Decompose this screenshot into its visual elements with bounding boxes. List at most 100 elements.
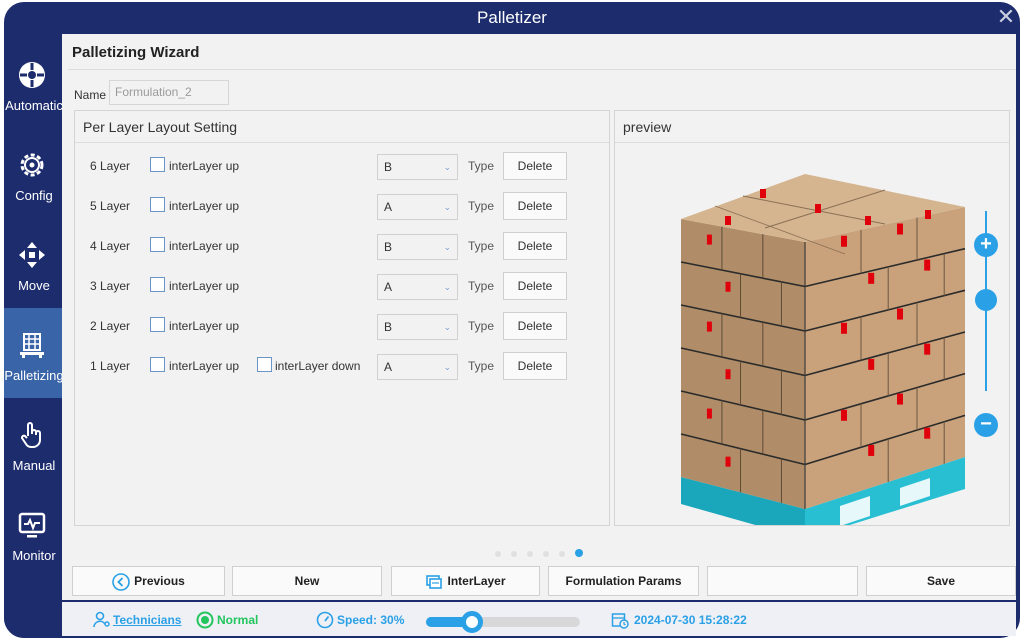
speedometer-icon [316, 611, 334, 629]
back-circle-icon [112, 573, 130, 591]
delete-button[interactable]: Delete [503, 232, 567, 260]
speed-slider-knob[interactable] [461, 611, 484, 633]
close-icon[interactable]: ✕ [996, 5, 1016, 30]
previous-button[interactable]: Previous [72, 566, 225, 596]
interlayer-up-checkbox[interactable] [150, 197, 165, 212]
page-title: Palletizing Wizard [72, 44, 200, 61]
stack-top-face [681, 174, 965, 242]
layout-select-value: A [384, 360, 393, 374]
interlayer-up-label: interLayer up [169, 239, 240, 253]
chevron-down-icon: ⌄ [443, 202, 451, 212]
sidebar-item-label: Monitor [12, 548, 56, 563]
page-dot[interactable] [543, 551, 549, 557]
tape-mark [841, 322, 847, 334]
panel-title: Per Layer Layout Setting [75, 111, 609, 143]
sidebar-item-manual[interactable]: Manual [4, 398, 64, 488]
sidebar-item-palletizing[interactable]: Palletizing [4, 308, 64, 398]
layout-select-value: B [384, 240, 393, 254]
speed-slider-fill [426, 617, 473, 627]
layout-select[interactable]: B ⌄ [377, 234, 458, 260]
monitor-icon [18, 512, 46, 538]
layer-label: 1 Layer [90, 359, 131, 373]
interlayer-up-checkbox[interactable] [150, 237, 165, 252]
tape-mark [706, 408, 712, 419]
layout-select[interactable]: A ⌄ [377, 194, 458, 220]
type-label: Type [468, 319, 495, 333]
layout-select[interactable]: A ⌄ [377, 354, 458, 380]
layer-row: 2 Layer interLayer up B ⌄ Type Delete [75, 311, 609, 341]
speed-slider-track[interactable] [426, 617, 580, 627]
automatic-icon [19, 62, 45, 88]
interlayer-icon [426, 575, 443, 589]
interlayer-down-checkbox[interactable] [257, 357, 272, 372]
datetime-readout: 2024-07-30 15:28:22 [634, 613, 747, 627]
layer-label: 4 Layer [90, 239, 131, 253]
layout-select[interactable]: B ⌄ [377, 314, 458, 340]
delete-button[interactable]: Delete [503, 152, 567, 180]
name-field[interactable]: Formulation_2 [109, 80, 229, 105]
page-dot[interactable] [495, 551, 501, 557]
tape-mark [924, 259, 931, 271]
user-role-link[interactable]: Technicians [113, 613, 182, 627]
interlayer-button[interactable]: InterLayer [391, 566, 540, 596]
config-gear-icon [20, 153, 44, 177]
delete-button[interactable]: Delete [503, 352, 567, 380]
tape-mark [924, 343, 931, 355]
sidebar-item-label: Move [18, 278, 50, 293]
layout-select[interactable]: B ⌄ [377, 154, 458, 180]
type-label: Type [468, 279, 495, 293]
sidebar-item-config[interactable]: Config [4, 128, 64, 218]
interlayer-up-label: interLayer up [169, 159, 240, 173]
zoom-out-button[interactable]: − [974, 413, 998, 437]
tape-mark [706, 321, 712, 332]
sidebar-item-monitor[interactable]: Monitor [4, 488, 64, 578]
layer-row: 3 Layer interLayer up A ⌄ Type Delete [75, 271, 609, 301]
interlayer-up-checkbox[interactable] [150, 277, 165, 292]
interlayer-up-checkbox[interactable] [150, 357, 165, 372]
tape-mark [865, 216, 871, 225]
type-label: Type [468, 359, 495, 373]
tape-mark [841, 409, 847, 421]
pallet-preview-3d[interactable] [615, 144, 1009, 525]
zoom-slider-knob[interactable] [975, 289, 997, 311]
page-dot[interactable] [575, 549, 583, 557]
sidebar-item-automatic[interactable]: Automatic [4, 38, 64, 128]
interlayer-up-label: interLayer up [169, 279, 240, 293]
save-button[interactable]: Save [866, 566, 1016, 596]
layer-row: 4 Layer interLayer up B ⌄ Type Delete [75, 231, 609, 261]
preview-panel: preview + − [614, 110, 1010, 526]
name-label: Name [74, 88, 107, 102]
status-bar: Technicians Normal Speed: 30% 2024-07-30… [62, 602, 1016, 636]
panel-title: preview [615, 111, 1009, 143]
new-button[interactable]: New [232, 566, 382, 596]
layer-label: 5 Layer [90, 199, 131, 213]
layout-select-value: A [384, 200, 393, 214]
page-dot[interactable] [559, 551, 565, 557]
interlayer-down-label: interLayer down [275, 359, 361, 373]
sidebar-item-move[interactable]: Move [4, 218, 64, 308]
layer-row: 6 Layer interLayer up B ⌄ Type Delete [75, 151, 609, 181]
layer-label: 2 Layer [90, 319, 131, 333]
tape-mark [925, 210, 931, 219]
tape-mark [868, 358, 875, 370]
blank-button[interactable] [707, 566, 858, 596]
delete-button[interactable]: Delete [503, 192, 567, 220]
interlayer-up-checkbox[interactable] [150, 157, 165, 172]
page-dot[interactable] [511, 551, 517, 557]
page-dot[interactable] [527, 551, 533, 557]
hand-pointer-icon [21, 422, 41, 448]
interlayer-up-label: interLayer up [169, 359, 240, 373]
zoom-in-button[interactable]: + [974, 233, 998, 257]
delete-button[interactable]: Delete [503, 312, 567, 340]
chevron-down-icon: ⌄ [443, 162, 451, 172]
tape-mark [815, 204, 821, 213]
layout-select[interactable]: A ⌄ [377, 274, 458, 300]
previous-label: Previous [134, 574, 185, 588]
formulation-params-button[interactable]: Formulation Params [548, 566, 699, 596]
interlayer-up-checkbox[interactable] [150, 317, 165, 332]
status-text: Normal [217, 613, 259, 627]
interlayer-label: InterLayer [447, 574, 506, 588]
top-seam [742, 195, 886, 225]
window-title: Palletizer [477, 8, 547, 27]
delete-button[interactable]: Delete [503, 272, 567, 300]
